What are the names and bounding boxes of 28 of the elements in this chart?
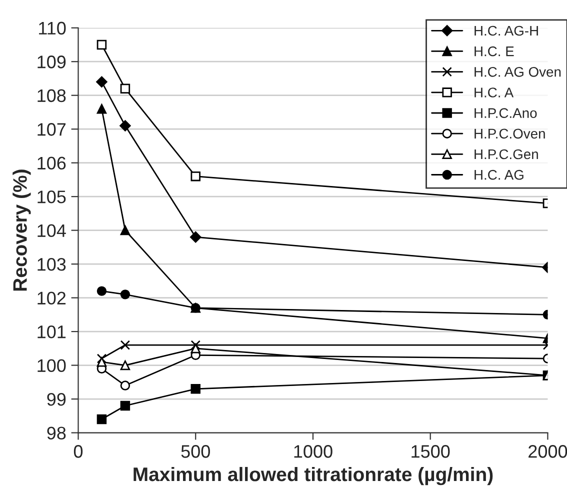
y-tick-label: 103 <box>38 258 66 271</box>
x-tick-label: 0 <box>74 445 83 458</box>
y-tick-label: 99 <box>47 392 66 406</box>
y-axis-title: Recovery (%) <box>12 170 31 291</box>
legend-label: H.C. AG <box>474 170 524 180</box>
y-tick-label: 102 <box>38 292 66 305</box>
y-tick-label: 108 <box>38 89 66 102</box>
y-tick-label: 109 <box>38 56 66 68</box>
legend-label: H.C. E <box>474 46 514 56</box>
y-tick-label: 104 <box>38 224 66 238</box>
x-tick-label: 2000 <box>528 445 567 458</box>
x-tick-label: 1500 <box>412 445 450 458</box>
legend-label: H.C. AG-H <box>474 26 538 36</box>
y-tick-label: 105 <box>38 190 66 204</box>
y-tick-label: 101 <box>38 325 66 338</box>
y-tick-label: 107 <box>38 123 66 136</box>
legend-label: H.P.C.Ano <box>474 108 537 118</box>
x-tick-label: 1000 <box>294 445 332 458</box>
x-axis-title: Maximum allowed titrationrate (µg/min) <box>134 466 493 486</box>
legend-label: H.P.C.Oven <box>474 128 545 139</box>
y-tick-label: 98 <box>47 426 66 440</box>
y-tick-label: 100 <box>38 359 66 372</box>
x-tick-label: 500 <box>181 445 210 458</box>
legend-label: H.P.C.Gen <box>474 149 538 160</box>
y-tick-label: 106 <box>38 156 66 170</box>
y-tick-label: 110 <box>39 22 66 35</box>
legend-label: H.C. AG Oven <box>474 66 561 77</box>
legend-label: H.C. A <box>474 88 514 98</box>
